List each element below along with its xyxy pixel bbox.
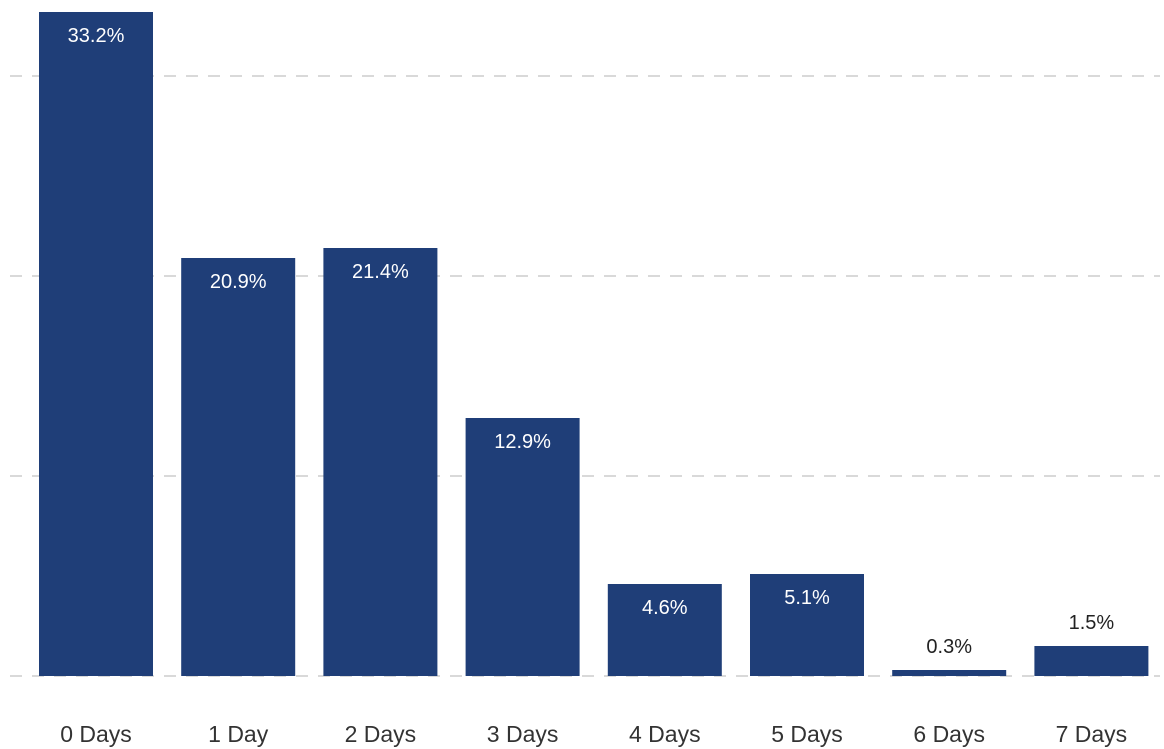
value-label-2: 21.4%	[352, 261, 409, 283]
category-label-0: 0 Days	[60, 721, 132, 747]
category-label-4: 4 Days	[629, 721, 701, 747]
bar-1	[181, 258, 296, 676]
bar-6	[892, 670, 1007, 676]
bar-2	[323, 248, 438, 676]
category-label-2: 2 Days	[345, 721, 417, 747]
bar-3	[465, 418, 580, 676]
value-label-7: 1.5%	[1069, 612, 1115, 634]
value-label-1: 20.9%	[210, 271, 267, 293]
bars	[39, 12, 1149, 676]
category-label-1: 1 Day	[208, 721, 269, 747]
value-label-0: 33.2%	[68, 25, 125, 47]
category-label-7: 7 Days	[1056, 721, 1128, 747]
category-labels: 0 Days 1 Day 2 Days 3 Days 4 Days 5 Days 6 Day…	[60, 721, 1127, 747]
value-label-6: 0.3%	[926, 636, 972, 658]
category-label-5: 5 Days	[771, 721, 843, 747]
gridlines	[10, 75, 1160, 677]
bar-4	[607, 584, 722, 676]
value-label-3: 12.9%	[494, 431, 551, 453]
category-label-3: 3 Days	[487, 721, 559, 747]
value-label-4: 4.6%	[642, 597, 688, 619]
value-labels: 33.2% 20.9% 21.4% 12.9% 4.6% 5.1% 0.3% 1.5%	[68, 25, 1115, 658]
category-label-6: 6 Days	[913, 721, 985, 747]
value-label-5: 5.1%	[784, 587, 830, 609]
bar-5	[750, 574, 864, 676]
bar-7	[1034, 646, 1149, 676]
bar-0	[39, 12, 153, 676]
